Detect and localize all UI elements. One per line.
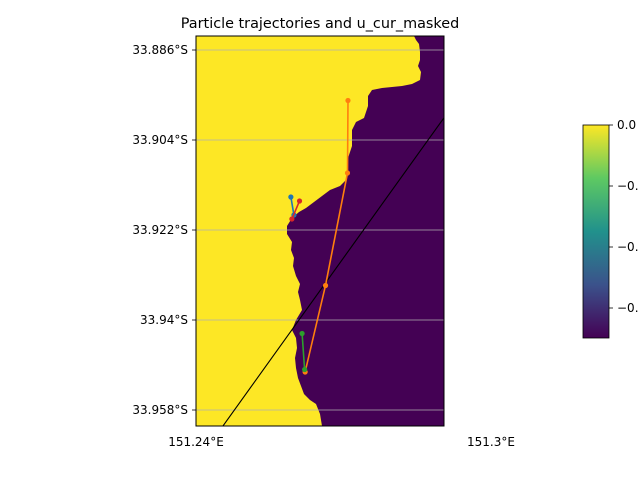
- colorbar-tick-label: −0.: [617, 179, 639, 193]
- colorbar-tick-label: −0.: [617, 240, 639, 254]
- trajectories-layer: [288, 97, 351, 375]
- colorbar-tick-label: −0.: [617, 301, 639, 315]
- y-tick-label: 33.958°S: [132, 403, 188, 417]
- trajectory-line-2: [304, 100, 349, 373]
- y-tick-label: 33.886°S: [132, 43, 188, 57]
- x-tick-label: 151.3°E: [467, 435, 515, 449]
- ref-line-layer: [222, 116, 444, 426]
- trajectory-point: [288, 194, 294, 200]
- trajectory-line-3: [301, 333, 306, 370]
- trajectory-point: [345, 97, 351, 104]
- trajectory-line-1: [290, 196, 295, 216]
- reference-line: [222, 116, 444, 426]
- x-axis: 151.24°E 151.3°E: [168, 435, 515, 449]
- y-tick-label: 33.94°S: [140, 313, 188, 327]
- x-tick-label: 151.24°E: [168, 435, 224, 449]
- y-tick-label: 33.904°S: [132, 133, 188, 147]
- trajectory-line-4: [291, 200, 301, 220]
- colorbar-gradient: [582, 124, 610, 339]
- colorbar-tick-label: 0.0: [617, 118, 636, 132]
- chart-title: Particle trajectories and u_cur_masked: [181, 16, 459, 32]
- y-axis: 33.886°S 33.904°S 33.922°S 33.94°S 33.958°S: [132, 43, 196, 417]
- axes-frame: [195, 35, 445, 427]
- masked-land-region: [196, 36, 421, 426]
- grid-lines: [196, 49, 444, 411]
- trajectory-point: [344, 170, 351, 176]
- colorbar: 0.0 −0. −0. −0.: [582, 118, 639, 339]
- trajectory-point: [296, 198, 303, 204]
- trajectory-point: [302, 366, 308, 373]
- trajectory-point: [289, 216, 295, 222]
- y-tick-label: 33.922°S: [132, 223, 188, 237]
- plot-area: [196, 36, 444, 426]
- trajectory-point: [299, 330, 305, 337]
- trajectory-point: [322, 282, 329, 289]
